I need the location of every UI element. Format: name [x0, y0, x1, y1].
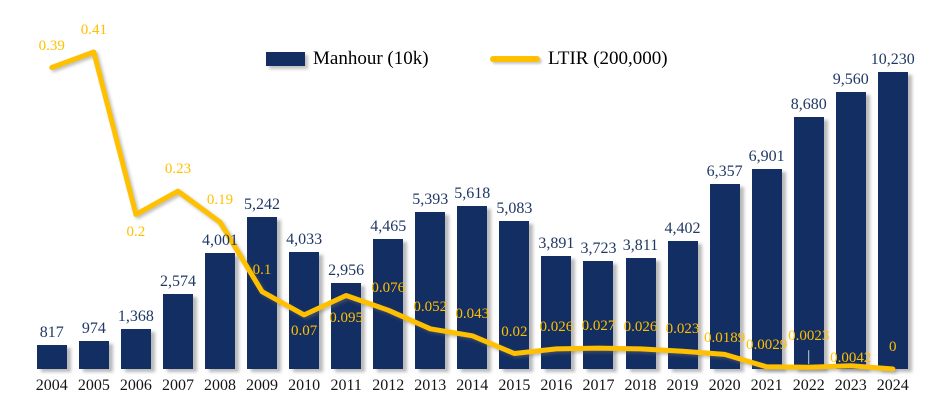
- manhour-bar-swatch-icon: [266, 52, 305, 66]
- x-axis-label-2014: 2014: [456, 377, 489, 394]
- ltir-value-label-2012: 0.076: [371, 280, 406, 297]
- ltir-value-label-2021: 0.0029: [746, 336, 788, 353]
- manhour-bar-2013: [415, 212, 446, 369]
- x-axis-label-2023: 2023: [834, 377, 867, 394]
- x-axis-label-2015: 2015: [498, 377, 531, 394]
- ltir-value-label-2011: 0.095: [329, 309, 364, 326]
- manhour-bar-2024: [877, 72, 908, 369]
- x-axis-label-2018: 2018: [624, 377, 657, 394]
- x-axis-label-2021: 2021: [750, 377, 783, 394]
- ltir-value-label-2020: 0.0189: [703, 330, 746, 347]
- manhour-value-label-2013: 5,393: [412, 191, 449, 209]
- manhour-bar-2009: [247, 216, 278, 369]
- manhour-bar-2016: [541, 256, 572, 369]
- x-axis-label-2006: 2006: [119, 377, 152, 394]
- manhour-value-label-2019: 4,402: [664, 220, 701, 238]
- ltir-value-label-2008: 0.19: [206, 192, 234, 209]
- x-axis-label-2005: 2005: [77, 377, 110, 394]
- manhour-bar-2005: [78, 340, 109, 369]
- x-axis-label-2009: 2009: [246, 377, 279, 394]
- manhour-bar-2018: [625, 258, 656, 369]
- manhour-value-label-2022: 8,680: [790, 96, 827, 113]
- x-axis-label-2024: 2024: [876, 377, 909, 394]
- manhour-value-label-2012: 4,465: [370, 218, 407, 236]
- ltir-value-label-2018: 0.026: [623, 318, 658, 335]
- ltir-value-label-2019: 0.023: [665, 321, 700, 338]
- x-axis-label-2011: 2011: [330, 377, 362, 394]
- manhour-bar-2004: [36, 345, 67, 369]
- manhour-value-label-2006: 1,368: [117, 308, 154, 326]
- manhour-value-label-2015: 5,083: [496, 200, 533, 218]
- manhour-value-label-2023: 9,560: [832, 70, 869, 88]
- x-axis-label-2004: 2004: [35, 377, 68, 394]
- ltir-value-label-2006: 0.2: [126, 224, 146, 241]
- x-axis-label-2019: 2019: [666, 377, 699, 394]
- x-axis-label-2016: 2016: [540, 377, 573, 394]
- x-axis-label-2017: 2017: [582, 377, 615, 394]
- x-axis-label-2020: 2020: [708, 377, 741, 394]
- manhour-value-label-2008: 4,001: [202, 231, 238, 249]
- manhour-value-label-2017: 3,723: [580, 239, 617, 257]
- manhour-bar-2008: [205, 252, 235, 369]
- manhour-value-label-2009: 5,242: [244, 195, 281, 213]
- ltir-value-label-2005: 0.41: [80, 22, 107, 38]
- ltir-value-label-2016: 0.026: [539, 318, 574, 335]
- x-axis-label-2007: 2007: [161, 377, 194, 394]
- x-axis-label-2022: 2022: [792, 377, 825, 394]
- ltir-value-label-2015: 0.02: [501, 323, 528, 340]
- manhour-bar-2012: [373, 239, 404, 369]
- legend-label-ltir: LTIR (200,000): [548, 48, 668, 69]
- manhour-value-label-2014: 5,618: [454, 184, 491, 202]
- ltir-value-label-2007: 0.23: [164, 161, 192, 178]
- manhour-bar-2017: [583, 260, 614, 369]
- manhour-value-label-2024: 10,230: [870, 51, 915, 68]
- manhour-value-label-2020: 6,357: [706, 163, 743, 181]
- manhour-bar-2007: [162, 294, 193, 369]
- manhour-bar-2015: [499, 221, 530, 369]
- ltir-value-label-2009: 0.1: [252, 261, 272, 278]
- manhour-value-label-2016: 3,891: [538, 235, 575, 252]
- ltir-value-label-2022: 0.0023: [788, 328, 830, 345]
- manhour-value-label-2010: 4,033: [286, 230, 323, 248]
- ltir-value-label-2013: 0.052: [413, 298, 448, 315]
- manhour-value-label-2007: 2,574: [159, 273, 196, 291]
- ltir-value-label-2014: 0.043: [455, 305, 490, 322]
- legend-label-manhour: Manhour (10k): [313, 48, 429, 69]
- manhour-bar-2010: [289, 251, 320, 369]
- x-axis-label-2008: 2008: [204, 377, 236, 394]
- manhour-bar-2006: [120, 329, 151, 369]
- manhour-value-label-2005: 974: [81, 319, 106, 337]
- ltir-value-label-2023: 0.0042: [830, 349, 872, 366]
- manhour-value-label-2021: 6,901: [748, 147, 785, 165]
- ltir-value-label-2024: 0: [889, 339, 897, 355]
- ltir-line-swatch-icon: [490, 56, 540, 62]
- manhour-bar-2023: [835, 91, 866, 369]
- x-axis-label-2012: 2012: [372, 377, 405, 394]
- manhour-bar-2019: [667, 241, 698, 369]
- manhour-value-label-2011: 2,956: [328, 262, 365, 280]
- legend-item-ltir: LTIR (200,000): [490, 48, 668, 70]
- manhour-bar-2014: [457, 205, 488, 369]
- manhour-value-label-2004: 817: [39, 324, 64, 342]
- legend-item-manhour: Manhour (10k): [266, 48, 429, 70]
- x-axis-label-2013: 2013: [414, 377, 447, 394]
- x-axis-label-2010: 2010: [288, 377, 321, 394]
- ltir-value-label-2017: 0.027: [581, 318, 616, 335]
- manhour-value-label-2018: 3,811: [622, 237, 659, 255]
- ltir-value-label-2004: 0.39: [38, 37, 65, 54]
- ltir-value-label-2010: 0.07: [290, 322, 318, 339]
